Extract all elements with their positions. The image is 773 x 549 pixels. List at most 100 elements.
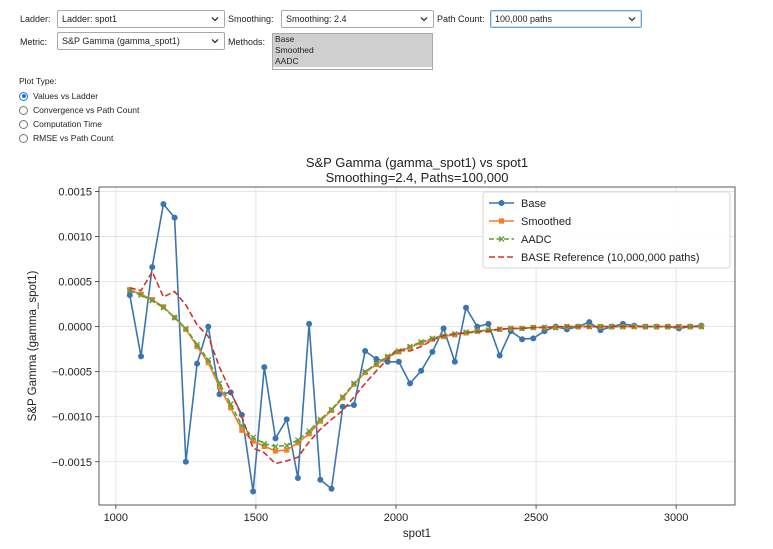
data-point-aadc	[597, 323, 604, 330]
data-point-aadc	[642, 323, 649, 330]
x-tick-label: 1000	[104, 512, 128, 524]
legend-label-smoothed: Smoothed	[521, 216, 571, 228]
ladder-label: Ladder:	[20, 14, 51, 24]
data-point-base	[362, 347, 369, 354]
y-axis-label: S&P Gamma (gamma_spot1)	[27, 271, 39, 422]
ladder-select-value: Ladder: spot1	[62, 14, 118, 24]
plot-type-option-label: Computation Time	[33, 119, 102, 129]
y-tick-label: 0.0000	[58, 322, 92, 334]
data-point-aadc	[238, 422, 245, 429]
data-point-aadc	[407, 343, 413, 350]
data-point-base	[440, 325, 447, 332]
radio-icon[interactable]	[19, 119, 28, 129]
data-point-base	[395, 358, 402, 365]
methods-multiselect[interactable]: Base Smoothed AADC	[272, 33, 433, 70]
data-point-smoothed	[205, 360, 211, 366]
methods-label: Methods:	[228, 37, 266, 47]
data-point-aadc	[418, 338, 425, 345]
data-point-aadc	[317, 416, 324, 423]
y-tick-label: 0.0015	[58, 187, 92, 199]
data-point-base	[406, 380, 413, 387]
smoothing-select[interactable]: Smoothing: 2.4	[281, 10, 434, 28]
x-axis-label: spot1	[403, 528, 431, 540]
data-point-base	[272, 435, 279, 442]
data-point-aadc	[149, 297, 156, 304]
methods-option-aadc[interactable]: AADC	[273, 56, 432, 67]
plot-type-option-rmse[interactable]: RMSE vs Path Count	[19, 133, 113, 143]
legend-label-aadc: AADC	[521, 234, 552, 246]
data-point-smoothed	[272, 448, 279, 454]
data-point-aadc	[339, 393, 346, 400]
data-point-base	[474, 323, 481, 330]
data-point-aadc	[250, 434, 257, 441]
radio-checked-icon[interactable]	[19, 91, 28, 101]
x-tick-label: 3000	[664, 512, 688, 524]
data-point-base	[418, 367, 425, 374]
x-tick-label: 1500	[244, 512, 268, 524]
data-point-base	[205, 323, 212, 330]
data-point-aadc	[227, 401, 234, 408]
methods-option-base[interactable]: Base	[273, 34, 432, 45]
data-point-base	[216, 391, 223, 398]
data-point-smoothed	[306, 431, 312, 437]
plot-type-option-label: RMSE vs Path Count	[33, 133, 114, 143]
data-point-base	[149, 264, 156, 271]
plot-type-option-label: Values vs Ladder	[33, 91, 99, 101]
data-point-aadc	[507, 325, 514, 332]
data-point-aadc	[216, 380, 223, 387]
plot-type-option-values[interactable]: Values vs Ladder	[19, 91, 98, 101]
data-point-base	[485, 320, 492, 327]
series-line-aadc	[129, 289, 702, 448]
plot-type-option-computation-time[interactable]: Computation Time	[19, 119, 102, 129]
data-point-aadc	[362, 368, 369, 375]
data-point-aadc	[687, 323, 694, 330]
data-point-aadc	[373, 360, 380, 367]
series-line-base-reference-10-000-000-paths	[129, 270, 702, 465]
data-point-base	[350, 402, 357, 409]
data-point-base	[160, 201, 167, 208]
plot-frame	[98, 186, 736, 506]
x-tick-label: 2500	[524, 512, 548, 524]
metric-select[interactable]: S&P Gamma (gamma_spot1)	[57, 32, 225, 50]
data-point-base	[586, 319, 593, 326]
radio-icon[interactable]	[19, 133, 28, 143]
data-point-base	[429, 348, 436, 355]
data-point-aadc	[351, 380, 357, 387]
data-point-base	[463, 304, 470, 311]
legend-marker-base	[498, 200, 505, 206]
data-point-base	[194, 360, 201, 367]
plot-type-option-convergence[interactable]: Convergence vs Path Count	[19, 105, 139, 115]
data-point-smoothed	[216, 384, 223, 390]
radio-icon[interactable]	[19, 105, 28, 115]
data-point-smoothed	[295, 440, 301, 446]
data-point-base	[496, 352, 503, 359]
legend: Base Smoothed AADC BASE Reference (10,000,0…	[482, 191, 731, 269]
plot-type-label: Plot Type:	[19, 76, 57, 86]
data-point-smoothed	[228, 405, 234, 411]
data-point-aadc	[463, 329, 469, 335]
plot-type-option-label: Convergence vs Path Count	[33, 105, 140, 115]
y-tick-label: 0.0010	[58, 232, 92, 244]
chevron-down-icon	[628, 17, 636, 22]
metric-select-value: S&P Gamma (gamma_spot1)	[62, 36, 180, 46]
methods-option-smoothed[interactable]: Smoothed	[273, 45, 432, 56]
data-point-aadc	[283, 442, 290, 449]
data-point-aadc	[328, 406, 335, 413]
ladder-select[interactable]: Ladder: spot1	[57, 10, 225, 28]
data-point-smoothed	[194, 343, 200, 350]
legend-label-base: Base	[521, 198, 546, 210]
data-point-aadc	[272, 443, 279, 450]
data-point-base	[519, 336, 526, 343]
data-point-base	[283, 416, 290, 423]
path-count-select-value: 100,000 paths	[495, 14, 553, 24]
data-point-base	[306, 320, 313, 327]
smoothing-label: Smoothing:	[228, 14, 274, 24]
data-point-aadc	[261, 440, 268, 447]
series-smoothed	[127, 287, 704, 454]
path-count-select[interactable]: 100,000 paths	[490, 10, 642, 28]
legend-label-base-reference-10-000-000-paths: BASE Reference (10,000,000 paths)	[521, 252, 700, 264]
data-point-base	[238, 411, 245, 418]
data-point-aadc	[138, 292, 144, 299]
y-tick-label: −0.0015	[52, 457, 92, 469]
